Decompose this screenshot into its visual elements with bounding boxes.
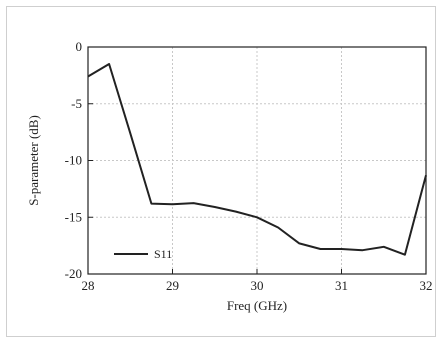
x-tick-label: 32: [420, 278, 433, 293]
y-tick-label: -15: [65, 209, 82, 224]
series-line-s11: [87, 63, 427, 256]
y-tick-label: 0: [76, 39, 83, 54]
x-axis-label: Freq (GHz): [227, 298, 287, 313]
y-tick-label: -10: [65, 153, 82, 168]
x-tick-label: 29: [166, 278, 179, 293]
y-tick-label: -20: [65, 266, 82, 281]
ticks: 28 29 30 31 32 0 -5 -10 -15 -20: [65, 39, 433, 293]
x-tick-label: 28: [82, 278, 95, 293]
x-tick-label: 30: [251, 278, 264, 293]
chart-frame: [6, 6, 436, 337]
legend: S11: [114, 247, 172, 261]
series-layer: [87, 63, 427, 256]
legend-label-s11: S11: [154, 247, 172, 261]
x-tick-label: 31: [335, 278, 348, 293]
y-tick-label: -5: [71, 96, 82, 111]
y-axis-label: S-parameter (dB): [26, 115, 41, 206]
